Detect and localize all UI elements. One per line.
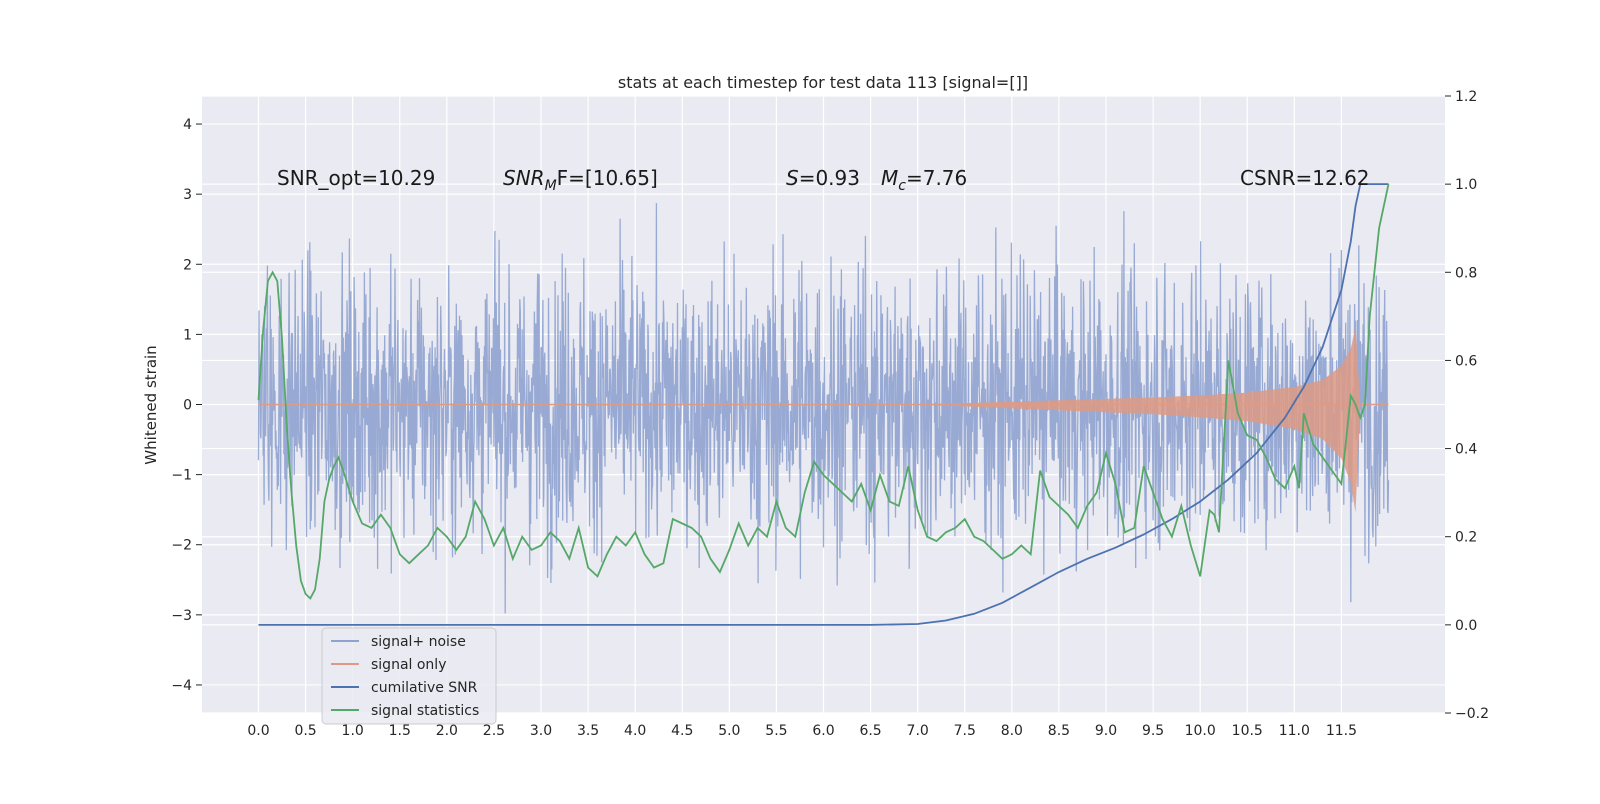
legend: signal+ noise signal only cumilative SNR… xyxy=(321,627,497,725)
line-series xyxy=(257,183,1390,626)
annotation-csnr: CSNR=12.62 xyxy=(1240,166,1370,190)
y2-tick-label: 0.0 xyxy=(1455,618,1477,634)
y-tick-label: 3 xyxy=(183,187,192,203)
x-tick-label: 3.0 xyxy=(530,723,552,739)
x-tick-label: 4.0 xyxy=(624,723,646,739)
y2-tick-label: 1.2 xyxy=(1455,89,1477,105)
x-tick-label: 9.5 xyxy=(1142,723,1164,739)
y-tick-label: −4 xyxy=(171,678,192,694)
y2-tick-label: 0.6 xyxy=(1455,353,1477,369)
legend-label-signal-only: signal only xyxy=(371,657,446,673)
series-signal-noise xyxy=(257,203,1390,614)
y2-tick-label: 0.2 xyxy=(1455,530,1477,546)
signal-only-series xyxy=(258,327,1389,513)
x-tick-label: 10.0 xyxy=(1185,723,1216,739)
legend-box xyxy=(321,627,497,725)
x-tick-label: 7.0 xyxy=(907,723,929,739)
x-tick-label: 2.0 xyxy=(436,723,458,739)
x-tick-label: 8.0 xyxy=(1001,723,1023,739)
x-tick-label: 10.5 xyxy=(1232,723,1263,739)
x-tick-label: 6.0 xyxy=(812,723,834,739)
x-tick-label: 11.0 xyxy=(1279,723,1310,739)
legend-label-signal-statistics: signal statistics xyxy=(371,703,479,719)
y-tick-label: −3 xyxy=(171,608,192,624)
y2-tick-label: 0.4 xyxy=(1455,442,1477,458)
y2-tick-label: 0.8 xyxy=(1455,265,1477,281)
annotation-snr-mf-base: SNR xyxy=(503,166,545,190)
x-tick-label: 1.0 xyxy=(342,723,364,739)
annotation-snr-mf-sub: M xyxy=(545,178,557,194)
chart-title: stats at each timestep for test data 113… xyxy=(618,73,1028,92)
annotation-mc-sub: c xyxy=(898,178,906,194)
x-tick-label: 3.5 xyxy=(577,723,599,739)
annotation-s-value: =0.93 xyxy=(799,166,860,190)
annotation-mc-value: =7.76 xyxy=(906,166,967,190)
y-tick-label: −1 xyxy=(171,468,192,484)
y-tick-label: 0 xyxy=(183,398,192,414)
signal-noise-series xyxy=(257,203,1390,614)
y2-tick-label: 1.0 xyxy=(1455,177,1477,193)
legend-label-cumulative-snr: cumilative SNR xyxy=(371,680,478,696)
x-tick-label: 5.0 xyxy=(718,723,740,739)
x-tick-label: 1.5 xyxy=(389,723,411,739)
y-tick-label: −2 xyxy=(171,538,192,554)
x-tick-label: 5.5 xyxy=(765,723,787,739)
x-tick-label: 0.0 xyxy=(247,723,269,739)
x-tick-label: 9.0 xyxy=(1095,723,1117,739)
x-tick-label: 6.5 xyxy=(859,723,881,739)
x-tick-label: 4.5 xyxy=(671,723,693,739)
y-tick-label: 4 xyxy=(183,117,192,133)
annotation-mc: Mc=7.76 xyxy=(881,166,967,194)
annotation-snr-mf-rest: F=[10.65] xyxy=(557,166,658,190)
annotation-s: S=0.93 xyxy=(786,166,860,190)
x-tick-label: 0.5 xyxy=(294,723,316,739)
annotation-snr-opt: SNR_opt=10.29 xyxy=(277,166,435,190)
y-tick-label: 1 xyxy=(183,327,192,343)
x-tick-label: 7.5 xyxy=(954,723,976,739)
series-signal-statistics xyxy=(257,183,1390,600)
annotation-snr-mf: SNRMF=[10.65] xyxy=(503,166,658,194)
x-tick-label: 8.5 xyxy=(1048,723,1070,739)
legend-label-signal-noise: signal+ noise xyxy=(371,634,466,650)
ticks: 0.0 0.5 1.0 1.5 2.0 2.5 3.0 3.5 4.0 4.5 5.0 5.5 6.0 6… xyxy=(171,89,1489,739)
y-tick-label: 2 xyxy=(183,257,192,273)
x-tick-label: 11.5 xyxy=(1326,723,1357,739)
x-tick-label: 2.5 xyxy=(483,723,505,739)
y-axis-label: Whitened strain xyxy=(142,345,160,464)
annotation-mc-label: M xyxy=(881,166,898,190)
annotation-s-label: S xyxy=(786,166,799,190)
y2-tick-label: −0.2 xyxy=(1455,706,1489,722)
series-cumulative-snr xyxy=(258,183,1389,626)
